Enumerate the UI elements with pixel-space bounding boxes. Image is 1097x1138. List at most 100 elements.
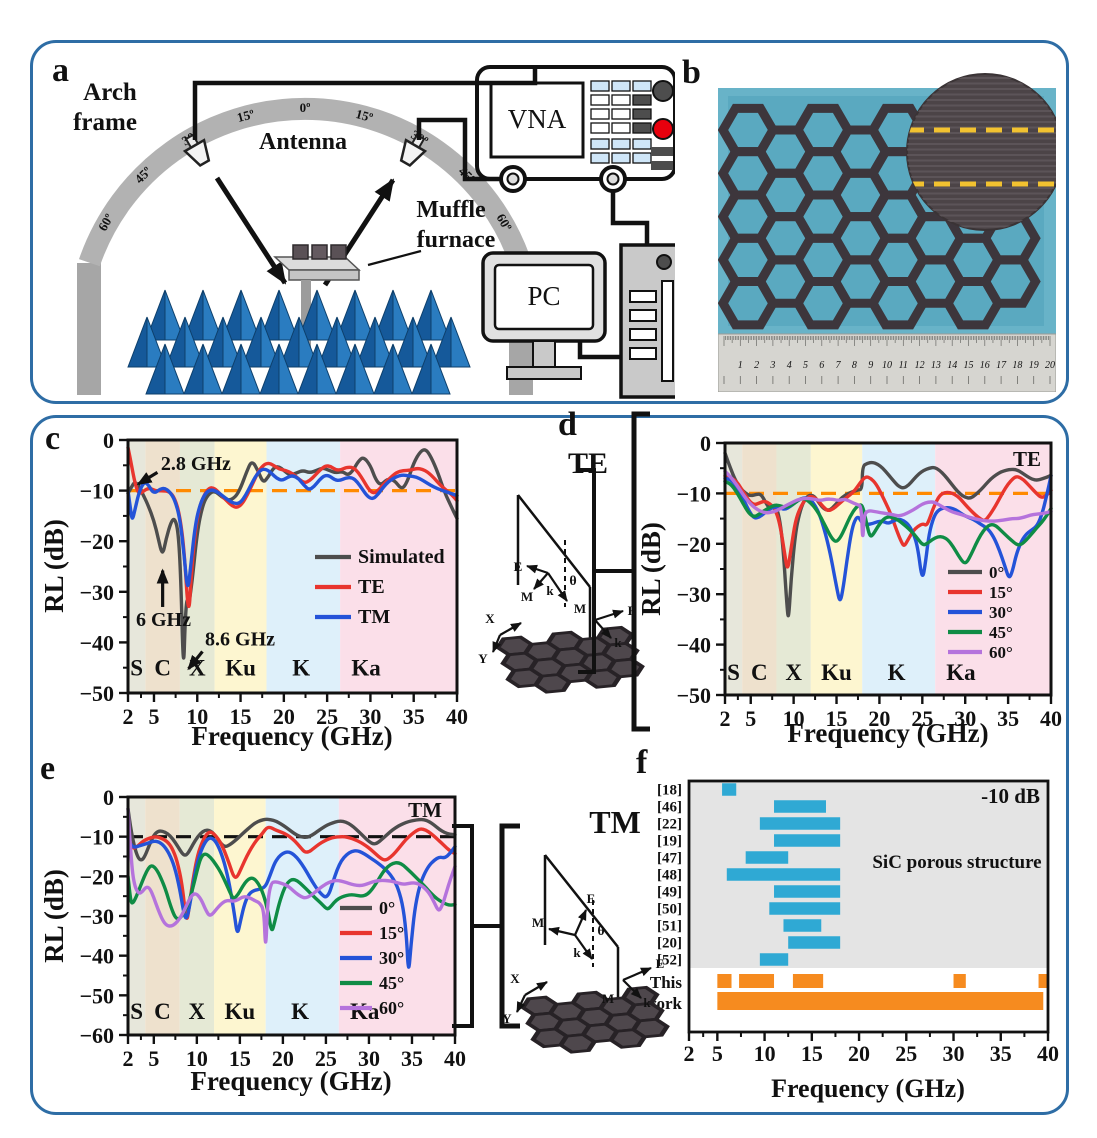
ref-bar-[49]: [774, 885, 841, 898]
group-annotation: SiC porous structure: [872, 852, 1041, 873]
svg-text:20: 20: [273, 704, 295, 729]
svg-text:35: 35: [403, 704, 425, 729]
svg-text:−40: −40: [676, 633, 711, 658]
chart-c-reflection-loss: 2 5 10 15 20 25 30 35 40 0 −10 −20 −30 −40 −50 S C X Ku K Ka…: [38, 425, 638, 755]
band-S: [725, 443, 743, 695]
this-work-bar-row1: [953, 974, 966, 988]
svg-text:−20: −20: [676, 532, 711, 557]
svg-text:−40: −40: [79, 630, 114, 655]
svg-text:−30: −30: [79, 580, 114, 605]
svg-text:30: 30: [943, 1041, 965, 1066]
series-15°: [126, 825, 457, 920]
svg-text:10: 10: [783, 706, 805, 731]
svg-text:25: 25: [911, 706, 933, 731]
ref-label-[18]: [18]: [657, 783, 682, 799]
annotation-text-1: 6 GHz: [136, 609, 191, 631]
svg-text:0: 0: [103, 428, 114, 453]
series-60°: [723, 469, 1053, 538]
x-axis-label: Frequency (GHz): [771, 1074, 965, 1103]
band-label-Ka: Ka: [351, 655, 381, 680]
legend-label-60°: 60°: [379, 998, 404, 1018]
annotation-arrow-0: [136, 471, 159, 486]
ref-bar-[52]: [759, 953, 789, 966]
series-15°: [723, 474, 1053, 569]
band-label-X: X: [189, 999, 206, 1024]
svg-text:25: 25: [895, 1041, 917, 1066]
svg-text:10: 10: [186, 1046, 208, 1071]
legend-label-Simulated: Simulated: [358, 546, 445, 568]
legend-label-15°: 15°: [989, 583, 1013, 602]
annotation-arrow-2: [187, 650, 204, 671]
svg-text:15: 15: [801, 1041, 823, 1066]
svg-text:5: 5: [148, 1046, 159, 1071]
svg-text:30: 30: [954, 706, 976, 731]
svg-text:40: 40: [1037, 1041, 1059, 1066]
panel-f-label: f: [636, 744, 648, 781]
corner-label-TE: TE: [1013, 447, 1041, 471]
y-axis-label: RL (dB): [636, 522, 666, 616]
ref-bar-[22]: [759, 817, 841, 830]
svg-text:30: 30: [358, 1046, 380, 1071]
svg-text:15: 15: [826, 706, 848, 731]
legend-label-60°: 60°: [989, 643, 1013, 662]
ref-bar-[18]: [722, 783, 737, 796]
series-60°: [126, 807, 457, 944]
svg-text:5: 5: [712, 1041, 723, 1066]
panel-c-label: c: [45, 420, 61, 457]
svg-text:15: 15: [229, 1046, 251, 1071]
ref-label-[49]: [49]: [657, 885, 682, 901]
band-Ku: [214, 440, 267, 693]
ref-label-[51]: [51]: [657, 919, 682, 935]
svg-text:−50: −50: [676, 683, 711, 708]
ref-label-[52]: [52]: [657, 953, 682, 969]
band-label-K: K: [888, 660, 906, 685]
ref-label-[48]: [48]: [657, 868, 682, 884]
svg-text:2: 2: [123, 1046, 134, 1071]
svg-text:−10: −10: [676, 481, 711, 506]
chart-e-tm-angles: 2 5 10 15 20 25 30 35 40 0 −10 −20 −30 −40 −50 −60 S C X Ku…: [38, 760, 638, 1105]
series-TM: [126, 467, 459, 588]
chart-d-svg: 2 5 10 15 20 25 30 35 40 0 −10 −20 −30 −40 −50 S C X Ku K Ka…: [636, 431, 1062, 748]
chart-d-te-angles: 2 5 10 15 20 25 30 35 40 0 −10 −20 −30 −40 −50 S C X Ku K Ka…: [600, 418, 1097, 748]
svg-text:−10: −10: [79, 479, 114, 504]
ref-bar-[50]: [769, 902, 841, 915]
band-label-S: S: [130, 655, 143, 680]
ref-bar-[19]: [774, 834, 841, 847]
svg-text:5: 5: [148, 704, 159, 729]
this-work-bar-row1: [792, 974, 824, 988]
svg-text:−30: −30: [79, 904, 114, 929]
svg-text:20: 20: [272, 1046, 294, 1071]
ref-label-[20]: [20]: [657, 936, 682, 952]
svg-text:−20: −20: [79, 529, 114, 554]
series-45°: [126, 852, 457, 932]
band-label-C: C: [751, 660, 768, 685]
svg-text:40: 40: [1040, 706, 1062, 731]
ref-label-[19]: [19]: [657, 834, 682, 850]
panel-d-label: d: [558, 406, 577, 443]
chart-f-comparison: [18] [46] [22] [19] [47] [48] [49] [50] [51] [20]…: [600, 745, 1097, 1113]
band-C: [742, 443, 777, 695]
threshold-annotation: -10 dB: [981, 784, 1040, 808]
x-axis-label: Frequency (GHz): [191, 721, 392, 751]
panel-e-label: e: [40, 750, 56, 787]
svg-text:−10: −10: [79, 825, 114, 850]
ref-bar-[47]: [745, 851, 789, 864]
svg-text:35: 35: [990, 1041, 1012, 1066]
svg-text:20: 20: [848, 1041, 870, 1066]
this-work-label-line1: This: [650, 973, 683, 992]
ref-label-[47]: [47]: [657, 851, 682, 867]
y-axis-label: RL (dB): [39, 869, 69, 963]
band-label-Ku: Ku: [821, 660, 852, 685]
this-work-bar-row1: [1038, 974, 1048, 988]
panel-a-label: a: [52, 52, 69, 89]
panel-b-label: b: [682, 54, 701, 91]
band-label-S: S: [727, 660, 740, 685]
ref-label-[22]: [22]: [657, 817, 682, 833]
legend-label-0°: 0°: [989, 563, 1004, 582]
band-label-C: C: [154, 999, 171, 1024]
this-work-label-line2: work: [644, 994, 682, 1013]
ref-bar-[51]: [783, 919, 822, 932]
plot-border: [687, 779, 1050, 1034]
band-label-C: C: [154, 655, 171, 680]
